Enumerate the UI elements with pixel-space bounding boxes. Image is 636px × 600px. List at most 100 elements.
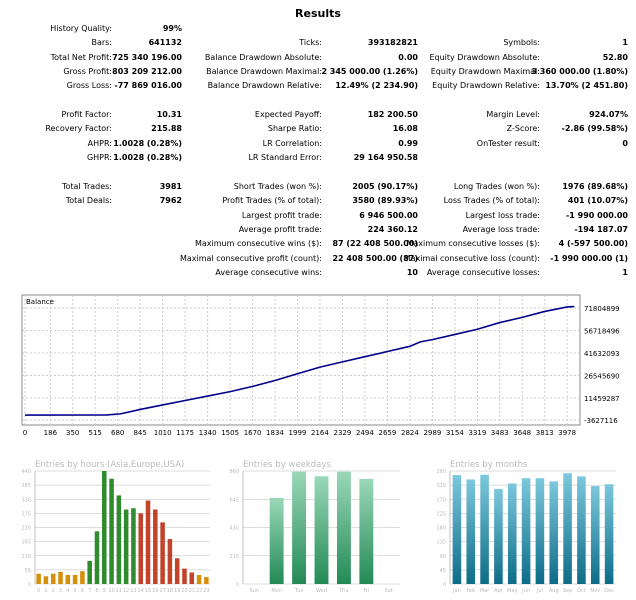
bar: [102, 471, 107, 584]
x-tick-label: 14: [138, 588, 144, 594]
y-tick-label: 385: [21, 483, 31, 489]
x-tick-label: Mon: [271, 588, 282, 594]
bar: [314, 476, 329, 584]
x-tick-label: 6: [81, 588, 84, 594]
x-tick-label: 5: [74, 588, 77, 594]
chart-title: Entries by months: [450, 460, 528, 470]
x-tick-label: 3978: [558, 429, 576, 437]
x-tick-label: 1010: [154, 429, 172, 437]
stat-label: Average profit trade:: [238, 224, 322, 234]
x-tick-label: 515: [89, 429, 102, 437]
x-tick-label: 21: [189, 588, 195, 594]
bar: [452, 475, 462, 584]
y-tick-label: 90: [440, 554, 446, 560]
stat-value: 0.99: [398, 138, 418, 148]
bar: [577, 476, 586, 584]
stat-label: Gross Profit:: [63, 67, 112, 77]
chart-title: Balance: [26, 298, 54, 306]
plot-frame: [21, 294, 581, 426]
x-tick-label: Sep: [563, 588, 572, 594]
stat-value: -1 990 000.00 (1): [550, 253, 628, 263]
x-tick-label: 19: [174, 588, 180, 594]
stat-label: Maximum consecutive losses ($):: [406, 239, 540, 249]
stat-label: LR Standard Error:: [248, 153, 322, 163]
x-tick-label: Aug: [549, 588, 559, 594]
x-tick-label: 680: [111, 429, 124, 437]
bar: [507, 483, 517, 584]
stat-value: 6 946 500.00: [359, 210, 418, 220]
bar: [116, 495, 122, 584]
x-tick-label: 3648: [513, 429, 531, 437]
page-title: Results: [295, 7, 341, 20]
stat-value: 393182821: [367, 38, 418, 48]
stat-value: 13.70% (2 451.80): [545, 81, 628, 91]
bar: [131, 508, 136, 584]
x-tick-label: 350: [66, 429, 79, 437]
x-tick-label: 3: [59, 588, 62, 594]
bar: [109, 478, 114, 584]
stat-label: OnTester result:: [476, 138, 540, 148]
stat-label: LR Correlation:: [262, 138, 322, 148]
bar: [359, 478, 374, 584]
x-tick-label: Sun: [249, 588, 259, 594]
x-tick-label: 3483: [491, 429, 509, 437]
y-tick-label: 135: [436, 540, 446, 546]
stat-label: Largest loss trade:: [465, 210, 540, 220]
bar: [269, 497, 284, 584]
bar: [153, 509, 158, 584]
x-tick-label: 12: [123, 588, 129, 594]
y-tick-label: 71804899: [584, 305, 620, 313]
y-tick-label: 55: [25, 568, 31, 574]
stat-value: 215.88: [151, 124, 182, 134]
stat-value: 1.0028 (0.28%): [113, 138, 182, 148]
stat-value: 0: [622, 138, 628, 148]
bar: [138, 513, 143, 584]
x-tick-label: Jun: [521, 588, 530, 594]
stat-label: Short Trades (won %):: [233, 181, 322, 191]
chart-title: Entries by weekdays: [243, 460, 331, 470]
x-tick-label: 3319: [468, 429, 486, 437]
y-tick-label: 180: [436, 526, 446, 532]
bar: [36, 573, 41, 584]
stat-label: Z-Score:: [506, 124, 540, 134]
x-tick-label: Sat: [385, 588, 393, 594]
stat-value: 1: [622, 38, 628, 48]
x-tick-label: Thu: [338, 588, 348, 594]
y-tick-label: 360: [436, 469, 446, 475]
stat-label: Balance Drawdown Absolute:: [204, 52, 322, 62]
x-tick-label: Fri: [363, 588, 369, 594]
bar: [87, 560, 92, 584]
stat-value: 12.49% (2 234.90): [335, 81, 418, 91]
x-tick-label: 1834: [266, 429, 284, 437]
y-tick-label: 165: [21, 540, 31, 546]
x-tick-label: 2494: [356, 429, 374, 437]
stat-label: Equity Drawdown Maximal:: [430, 67, 540, 77]
stat-label: Balance Drawdown Relative:: [207, 81, 322, 91]
stat-label: Total Trades:: [62, 181, 112, 191]
bar: [521, 478, 531, 584]
stat-label: Symbols:: [503, 38, 540, 48]
stat-label: Balance Drawdown Maximal:: [206, 67, 322, 77]
x-tick-label: 10: [108, 588, 114, 594]
x-tick-label: Feb: [466, 588, 475, 594]
stat-value: 10: [406, 267, 418, 277]
y-tick-label: 225: [436, 511, 446, 517]
stat-label: Equity Drawdown Relative:: [432, 81, 540, 91]
x-tick-label: 11: [116, 588, 122, 594]
x-tick-label: 0: [37, 588, 40, 594]
stat-label: Bars:: [91, 38, 112, 48]
y-tick-label: 0: [236, 582, 239, 588]
x-tick-label: 20: [181, 588, 187, 594]
bar: [494, 488, 503, 584]
bar: [50, 573, 56, 584]
x-tick-label: Mar: [480, 588, 490, 594]
stat-value: 3580 (89.93%): [352, 196, 418, 206]
stat-value: 401 (10.07%): [567, 196, 628, 206]
stat-value: 99%: [162, 24, 182, 33]
bar: [590, 486, 600, 584]
x-tick-label: 22: [196, 588, 202, 594]
stat-value: 0.00: [398, 52, 418, 62]
bar: [145, 500, 151, 584]
bar: [182, 568, 187, 584]
bar: [167, 539, 173, 584]
